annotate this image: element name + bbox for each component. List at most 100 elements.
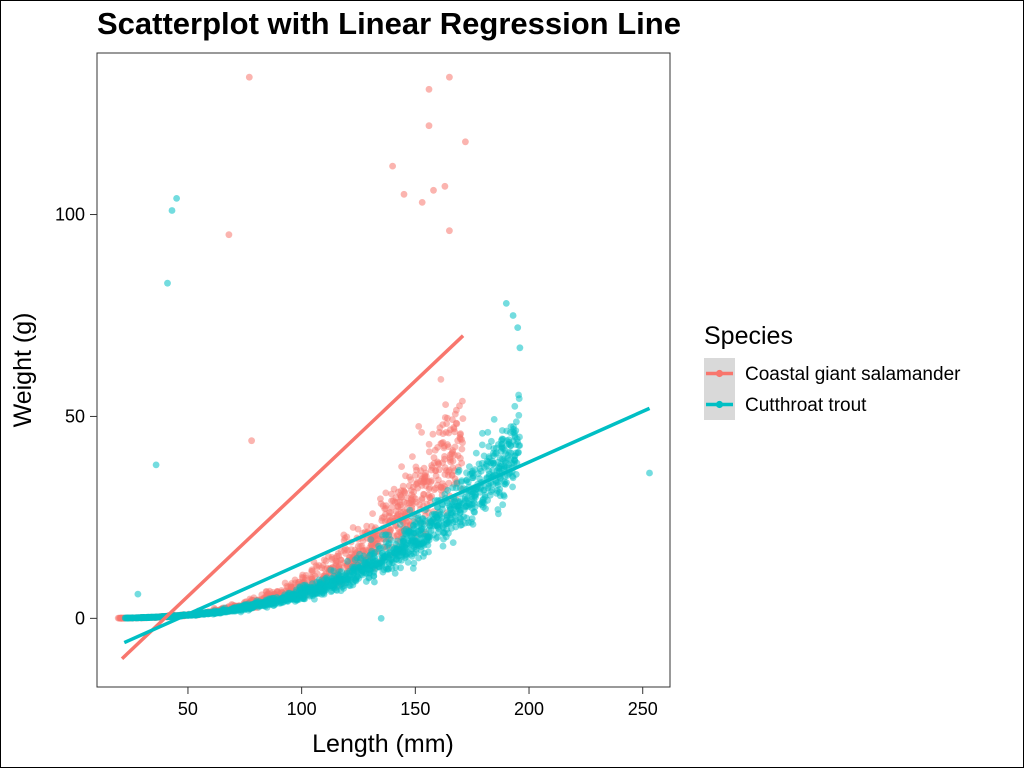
data-point bbox=[382, 489, 390, 497]
x-tick-label: 100 bbox=[287, 699, 317, 719]
data-point bbox=[422, 473, 430, 481]
data-point bbox=[363, 522, 371, 530]
data-point bbox=[386, 559, 393, 566]
y-axis-title: Weight (g) bbox=[9, 313, 37, 428]
data-point bbox=[498, 427, 506, 434]
data-point bbox=[437, 511, 445, 518]
data-point bbox=[382, 564, 390, 571]
data-point bbox=[431, 522, 438, 530]
plot-panel bbox=[96, 52, 671, 688]
data-point bbox=[463, 502, 470, 510]
data-point bbox=[501, 457, 509, 465]
data-point bbox=[415, 423, 423, 430]
data-point bbox=[458, 521, 466, 529]
legend: Species Coastal giant salamander Cutthroa… bbox=[704, 322, 961, 420]
data-point bbox=[478, 499, 486, 506]
legend-key-point bbox=[715, 369, 724, 378]
x-tick-label: 50 bbox=[178, 699, 198, 719]
data-point bbox=[478, 441, 486, 449]
data-point bbox=[455, 466, 463, 474]
data-point bbox=[442, 533, 450, 541]
outlier-point bbox=[168, 207, 176, 214]
data-point bbox=[444, 441, 451, 448]
data-point bbox=[392, 555, 400, 563]
data-point bbox=[315, 562, 323, 569]
data-point bbox=[428, 511, 436, 518]
y-axis: 0 50 100 bbox=[55, 205, 97, 628]
data-point bbox=[301, 590, 308, 598]
outlier-point bbox=[446, 227, 453, 235]
data-point bbox=[335, 563, 343, 570]
data-point bbox=[216, 608, 223, 615]
data-point bbox=[400, 487, 407, 495]
outlier-point bbox=[462, 138, 469, 146]
data-point bbox=[345, 576, 352, 583]
data-point bbox=[409, 564, 417, 572]
data-point bbox=[447, 516, 455, 523]
outlier-point bbox=[502, 300, 510, 307]
data-point bbox=[419, 525, 427, 533]
data-point bbox=[451, 410, 459, 418]
outlier-point bbox=[248, 437, 256, 445]
data-point bbox=[511, 402, 519, 410]
outlier-point bbox=[441, 182, 449, 190]
data-point bbox=[435, 476, 442, 484]
data-point bbox=[483, 461, 490, 468]
data-point bbox=[507, 442, 515, 450]
data-point bbox=[425, 440, 433, 448]
data-point bbox=[343, 533, 351, 541]
data-point bbox=[456, 484, 464, 492]
outlier-point bbox=[430, 186, 437, 194]
regression-lines-layer bbox=[120, 334, 651, 661]
y-tick-label: 50 bbox=[65, 406, 85, 426]
data-point bbox=[472, 449, 480, 457]
data-point bbox=[459, 415, 467, 422]
data-point bbox=[408, 534, 416, 541]
data-point bbox=[409, 522, 417, 529]
data-point bbox=[475, 460, 483, 468]
data-point bbox=[387, 526, 395, 534]
data-point bbox=[445, 479, 453, 487]
data-point bbox=[412, 498, 420, 506]
data-point bbox=[449, 484, 457, 492]
outlier-point bbox=[152, 461, 160, 469]
data-point bbox=[432, 484, 439, 492]
outlier-point bbox=[446, 73, 453, 81]
outlier-point bbox=[164, 279, 171, 287]
legend-item-0: Coastal giant salamander bbox=[704, 358, 961, 389]
data-point bbox=[509, 474, 517, 482]
data-point bbox=[382, 531, 390, 538]
outlier-point bbox=[418, 199, 426, 206]
data-point bbox=[211, 608, 218, 616]
data-point bbox=[513, 418, 520, 426]
data-point bbox=[315, 585, 322, 592]
data-point bbox=[397, 493, 405, 501]
data-point bbox=[363, 565, 371, 572]
data-point bbox=[418, 496, 426, 504]
data-point bbox=[270, 601, 278, 609]
regression-line-0 bbox=[120, 334, 465, 661]
data-point bbox=[412, 471, 419, 479]
data-point bbox=[306, 591, 314, 599]
data-point bbox=[333, 552, 341, 560]
data-point bbox=[398, 463, 405, 470]
data-point bbox=[195, 610, 203, 618]
data-point bbox=[458, 445, 466, 453]
data-point bbox=[435, 529, 442, 536]
data-point bbox=[327, 582, 335, 589]
data-point bbox=[396, 521, 404, 528]
series-points-1 bbox=[121, 195, 653, 622]
outlier-point bbox=[514, 324, 522, 331]
data-point bbox=[407, 527, 415, 534]
data-point bbox=[392, 545, 400, 553]
data-point bbox=[410, 543, 418, 551]
data-point bbox=[140, 614, 148, 621]
outlier-point bbox=[425, 85, 433, 93]
data-point bbox=[453, 420, 461, 428]
legend-label: Coastal giant salamander bbox=[745, 364, 961, 385]
data-point bbox=[337, 587, 345, 595]
data-point bbox=[370, 550, 378, 557]
data-point bbox=[449, 447, 457, 454]
data-point bbox=[509, 483, 516, 491]
data-point bbox=[426, 494, 434, 501]
